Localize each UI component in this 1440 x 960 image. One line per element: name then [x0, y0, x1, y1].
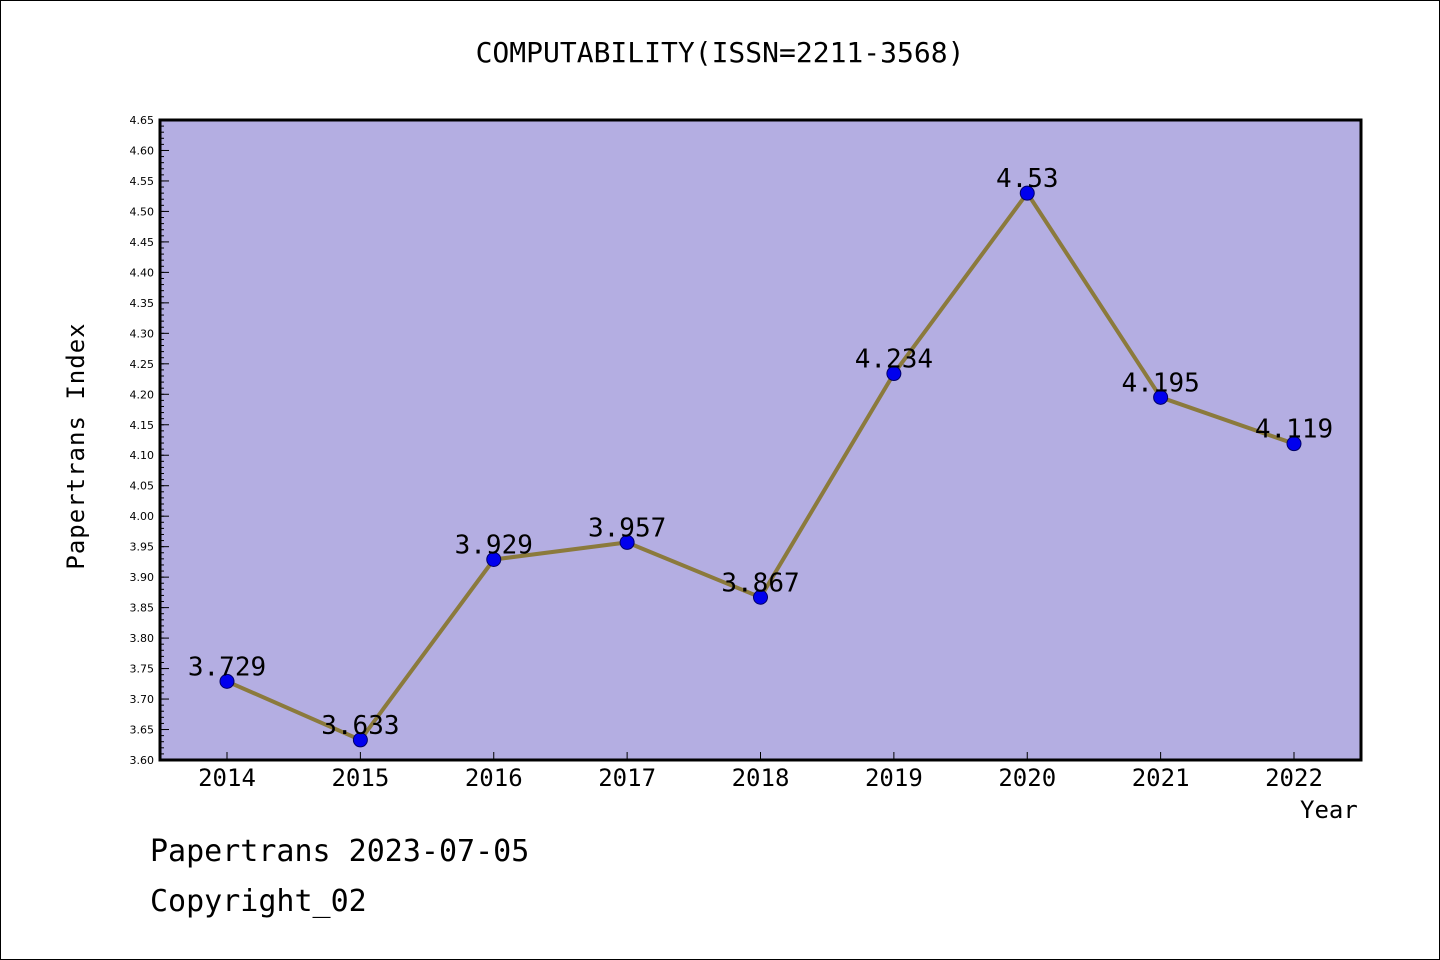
- y-tick-label: 3.95: [130, 541, 155, 554]
- chart-title: COMPUTABILITY(ISSN=2211-3568): [475, 36, 965, 69]
- data-point: [486, 551, 502, 567]
- data-label: 3.633: [321, 711, 399, 741]
- data-point: [352, 732, 368, 748]
- y-tick-label: 4.20: [130, 388, 155, 401]
- data-label: 3.867: [721, 568, 799, 598]
- y-tick-label: 4.55: [130, 175, 155, 188]
- data-label: 3.729: [188, 652, 266, 682]
- y-tick-label: 3.80: [130, 632, 155, 645]
- data-point: [886, 366, 902, 382]
- x-tick-label: 2022: [1265, 764, 1323, 792]
- y-tick-label: 4.30: [130, 327, 155, 340]
- footer-date-text: Papertrans 2023-07-05: [150, 834, 530, 869]
- data-point: [753, 589, 768, 605]
- x-axis-label: Year: [1300, 796, 1358, 824]
- data-label: 3.929: [455, 530, 533, 560]
- y-tick-label: 3.60: [130, 754, 155, 767]
- x-tick-label: 2020: [998, 764, 1056, 792]
- y-tick-label: 3.75: [130, 663, 155, 676]
- y-tick-label: 4.00: [130, 510, 155, 523]
- data-label: 4.53: [996, 164, 1059, 194]
- data-label: 4.195: [1121, 368, 1199, 398]
- data-point: [1286, 436, 1302, 452]
- y-tick-label: 3.90: [130, 571, 155, 584]
- x-tick-label: 2015: [331, 764, 389, 792]
- y-tick-label: 4.05: [130, 480, 155, 493]
- footer-copyright-text: Copyright_02: [150, 884, 367, 919]
- x-tick-label: 2018: [732, 764, 790, 792]
- y-tick-label: 4.35: [130, 297, 155, 310]
- x-tick-label: 2021: [1132, 764, 1190, 792]
- y-tick-label: 4.25: [130, 358, 155, 371]
- x-tick-label: 2017: [598, 764, 656, 792]
- x-tick-label: 2019: [865, 764, 923, 792]
- data-point: [1153, 389, 1169, 405]
- data-point: [1019, 185, 1035, 201]
- data-label: 4.234: [855, 345, 933, 375]
- y-tick-label: 4.45: [130, 236, 155, 249]
- y-tick-label: 3.65: [130, 724, 155, 737]
- y-tick-label: 4.50: [130, 205, 155, 218]
- x-tick-label: 2014: [198, 764, 256, 792]
- y-tick-label: 3.70: [130, 693, 155, 706]
- y-tick-label: 4.65: [130, 114, 155, 127]
- data-point: [619, 534, 635, 550]
- data-label: 3.957: [588, 513, 666, 543]
- data-point: [219, 673, 235, 689]
- y-tick-label: 4.60: [130, 144, 155, 157]
- plot-border: [158, 118, 1363, 762]
- plot-area: [160, 120, 1361, 760]
- y-tick-label: 4.15: [130, 419, 155, 432]
- y-tick-label: 4.10: [130, 449, 155, 462]
- y-tick-label: 3.85: [130, 602, 155, 615]
- data-label: 4.119: [1255, 415, 1333, 445]
- y-tick-label: 4.40: [130, 266, 155, 279]
- y-axis-label: Papertrans Index: [62, 322, 90, 570]
- x-tick-label: 2016: [465, 764, 523, 792]
